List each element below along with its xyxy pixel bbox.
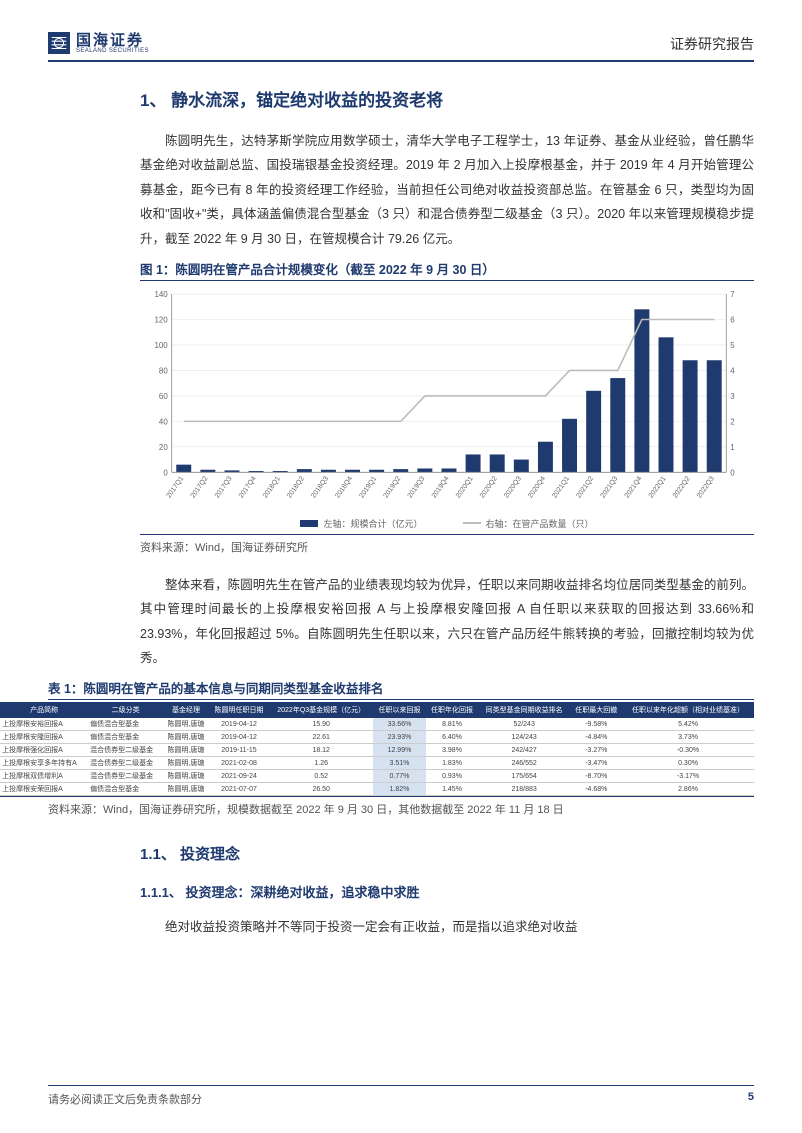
table-row: 009377.OF上投摩根双债增利A混合债券型二级基金陈圆明,唐瑭2021-09… (0, 770, 754, 783)
svg-text:2021Q3: 2021Q3 (600, 475, 620, 499)
svg-text:140: 140 (155, 290, 169, 299)
table-header-cell: 任职年化回报 (426, 703, 479, 718)
svg-text:0: 0 (163, 468, 168, 477)
svg-text:2017Q1: 2017Q1 (166, 475, 186, 499)
svg-text:2019Q4: 2019Q4 (431, 475, 451, 499)
table-header-cell: 2022年Q3基金规模（亿元） (269, 703, 373, 718)
svg-text:2018Q2: 2018Q2 (286, 475, 306, 499)
svg-text:2020Q2: 2020Q2 (479, 475, 499, 499)
svg-text:2018Q4: 2018Q4 (334, 475, 354, 499)
svg-text:2017Q4: 2017Q4 (238, 475, 258, 499)
svg-text:3: 3 (730, 392, 735, 401)
svg-text:1: 1 (730, 443, 735, 452)
svg-text:20: 20 (159, 443, 168, 452)
svg-text:2019Q3: 2019Q3 (407, 475, 427, 499)
svg-text:2019Q2: 2019Q2 (383, 475, 403, 499)
legend-left-label: 左轴：规模合计（亿元） (323, 517, 422, 530)
svg-text:2021Q1: 2021Q1 (551, 475, 571, 499)
table-1-title: 表 1：陈圆明在管产品的基本信息与同期同类型基金收益排名 (48, 678, 754, 700)
section-1-title: 1、 静水流深，锚定绝对收益的投资老将 (140, 86, 754, 111)
svg-text:2022Q2: 2022Q2 (672, 475, 692, 499)
svg-text:2019Q1: 2019Q1 (358, 475, 378, 499)
section-1-1-1-title: 1.1.1、 投资理念：深耕绝对收益，追求稳中求胜 (140, 882, 754, 901)
logo-icon (48, 32, 70, 54)
table-1: 产品代码产品简称二级分类基金经理陈圆明任职日期2022年Q3基金规模（亿元）任职… (0, 702, 754, 796)
report-type: 证券研究报告 (670, 34, 754, 54)
svg-text:2020Q4: 2020Q4 (527, 475, 547, 499)
table-header-cell: 基金经理 (163, 703, 209, 718)
table-header-cell: 产品简称 (0, 703, 88, 718)
svg-text:80: 80 (159, 366, 168, 375)
table-row: 010475.OF上投摩根安享多年持有A混合债券型二级基金陈圆明,唐瑭2021-… (0, 757, 754, 770)
svg-text:2020Q3: 2020Q3 (503, 475, 523, 499)
section-1-1-1-para: 绝对收益投资策略并不等同于投资一定会有正收益，而是指以追求绝对收益 (140, 915, 754, 939)
svg-text:0: 0 (730, 468, 735, 477)
svg-text:5: 5 (730, 341, 735, 350)
svg-text:40: 40 (159, 417, 168, 426)
table-row: 004823.OF上投摩根安裕回报A偏债混合型基金陈圆明,唐瑭2019-04-1… (0, 718, 754, 731)
svg-text:4: 4 (730, 366, 735, 375)
svg-text:2022Q1: 2022Q1 (648, 475, 668, 499)
svg-text:120: 120 (155, 315, 169, 324)
table-header-cell: 任职最大回撤 (570, 703, 623, 718)
figure-1-source: 资料来源：Wind，国海证券研究所 (140, 539, 754, 555)
table-row: 372016.OF上投摩根强化回报A混合债券型二级基金陈圆明,唐瑭2019-11… (0, 744, 754, 757)
page-header: 国海证券 SEALAND SECURITIES 证券研究报告 (48, 32, 754, 62)
svg-text:2017Q3: 2017Q3 (214, 475, 234, 499)
legend-right-label: 右轴：在管产品数量（只） (486, 517, 594, 530)
table-header-cell: 二级分类 (88, 703, 163, 718)
svg-text:2018Q3: 2018Q3 (310, 475, 330, 499)
table-row: 012366.OF上投摩根安荣回报A偏债混合型基金陈圆明,唐瑭2021-07-0… (0, 783, 754, 796)
table-header-cell: 任职以来回报 (373, 703, 426, 718)
para-2: 整体来看，陈圆明先生在管产品的业绩表现均较为优异，任职以来同期收益排名均位居同类… (140, 573, 754, 671)
logo-text-en: SEALAND SECURITIES (76, 48, 149, 54)
svg-text:2021Q4: 2021Q4 (624, 475, 644, 499)
table-header-cell: 同类型基金同期收益排名 (478, 703, 570, 718)
logo-text-cn: 国海证券 (76, 33, 149, 48)
table-header-cell: 陈圆明任职日期 (209, 703, 269, 718)
page-number: 5 (748, 1091, 754, 1107)
svg-text:60: 60 (159, 392, 168, 401)
figure-1-legend: 左轴：规模合计（亿元） 右轴：在管产品数量（只） (140, 515, 754, 535)
svg-text:100: 100 (155, 341, 169, 350)
section-1-para-1: 陈圆明先生，达特茅斯学院应用数学硕士，清华大学电子工程学士，13 年证券、基金从… (140, 129, 754, 251)
svg-text:2018Q1: 2018Q1 (262, 475, 282, 499)
section-1-1-title: 1.1、 投资理念 (140, 843, 754, 864)
svg-text:2021Q2: 2021Q2 (575, 475, 595, 499)
svg-text:7: 7 (730, 290, 734, 299)
figure-1-title: 图 1：陈圆明在管产品合计规模变化（截至 2022 年 9 月 30 日） (140, 259, 754, 281)
svg-text:6: 6 (730, 315, 735, 324)
logo: 国海证券 SEALAND SECURITIES (48, 32, 149, 54)
footer-disclaimer: 请务必阅读正文后免责条款部分 (48, 1091, 202, 1107)
page-footer: 请务必阅读正文后免责条款部分 5 (48, 1085, 754, 1107)
table-1-source: 资料来源：Wind，国海证券研究所，规模数据截至 2022 年 9 月 30 日… (48, 801, 754, 817)
table-header-cell: 任职以来年化超额（相对业绩基准） (623, 703, 754, 718)
svg-text:2020Q1: 2020Q1 (455, 475, 475, 499)
table-row: 004738.OF上投摩根安隆回报A偏债混合型基金陈圆明,唐瑭2019-04-1… (0, 731, 754, 744)
figure-1-chart: 020406080100120140012345672017Q12017Q220… (140, 285, 754, 535)
svg-text:2: 2 (730, 417, 734, 426)
svg-text:2022Q3: 2022Q3 (696, 475, 716, 499)
svg-text:2017Q2: 2017Q2 (190, 475, 210, 499)
